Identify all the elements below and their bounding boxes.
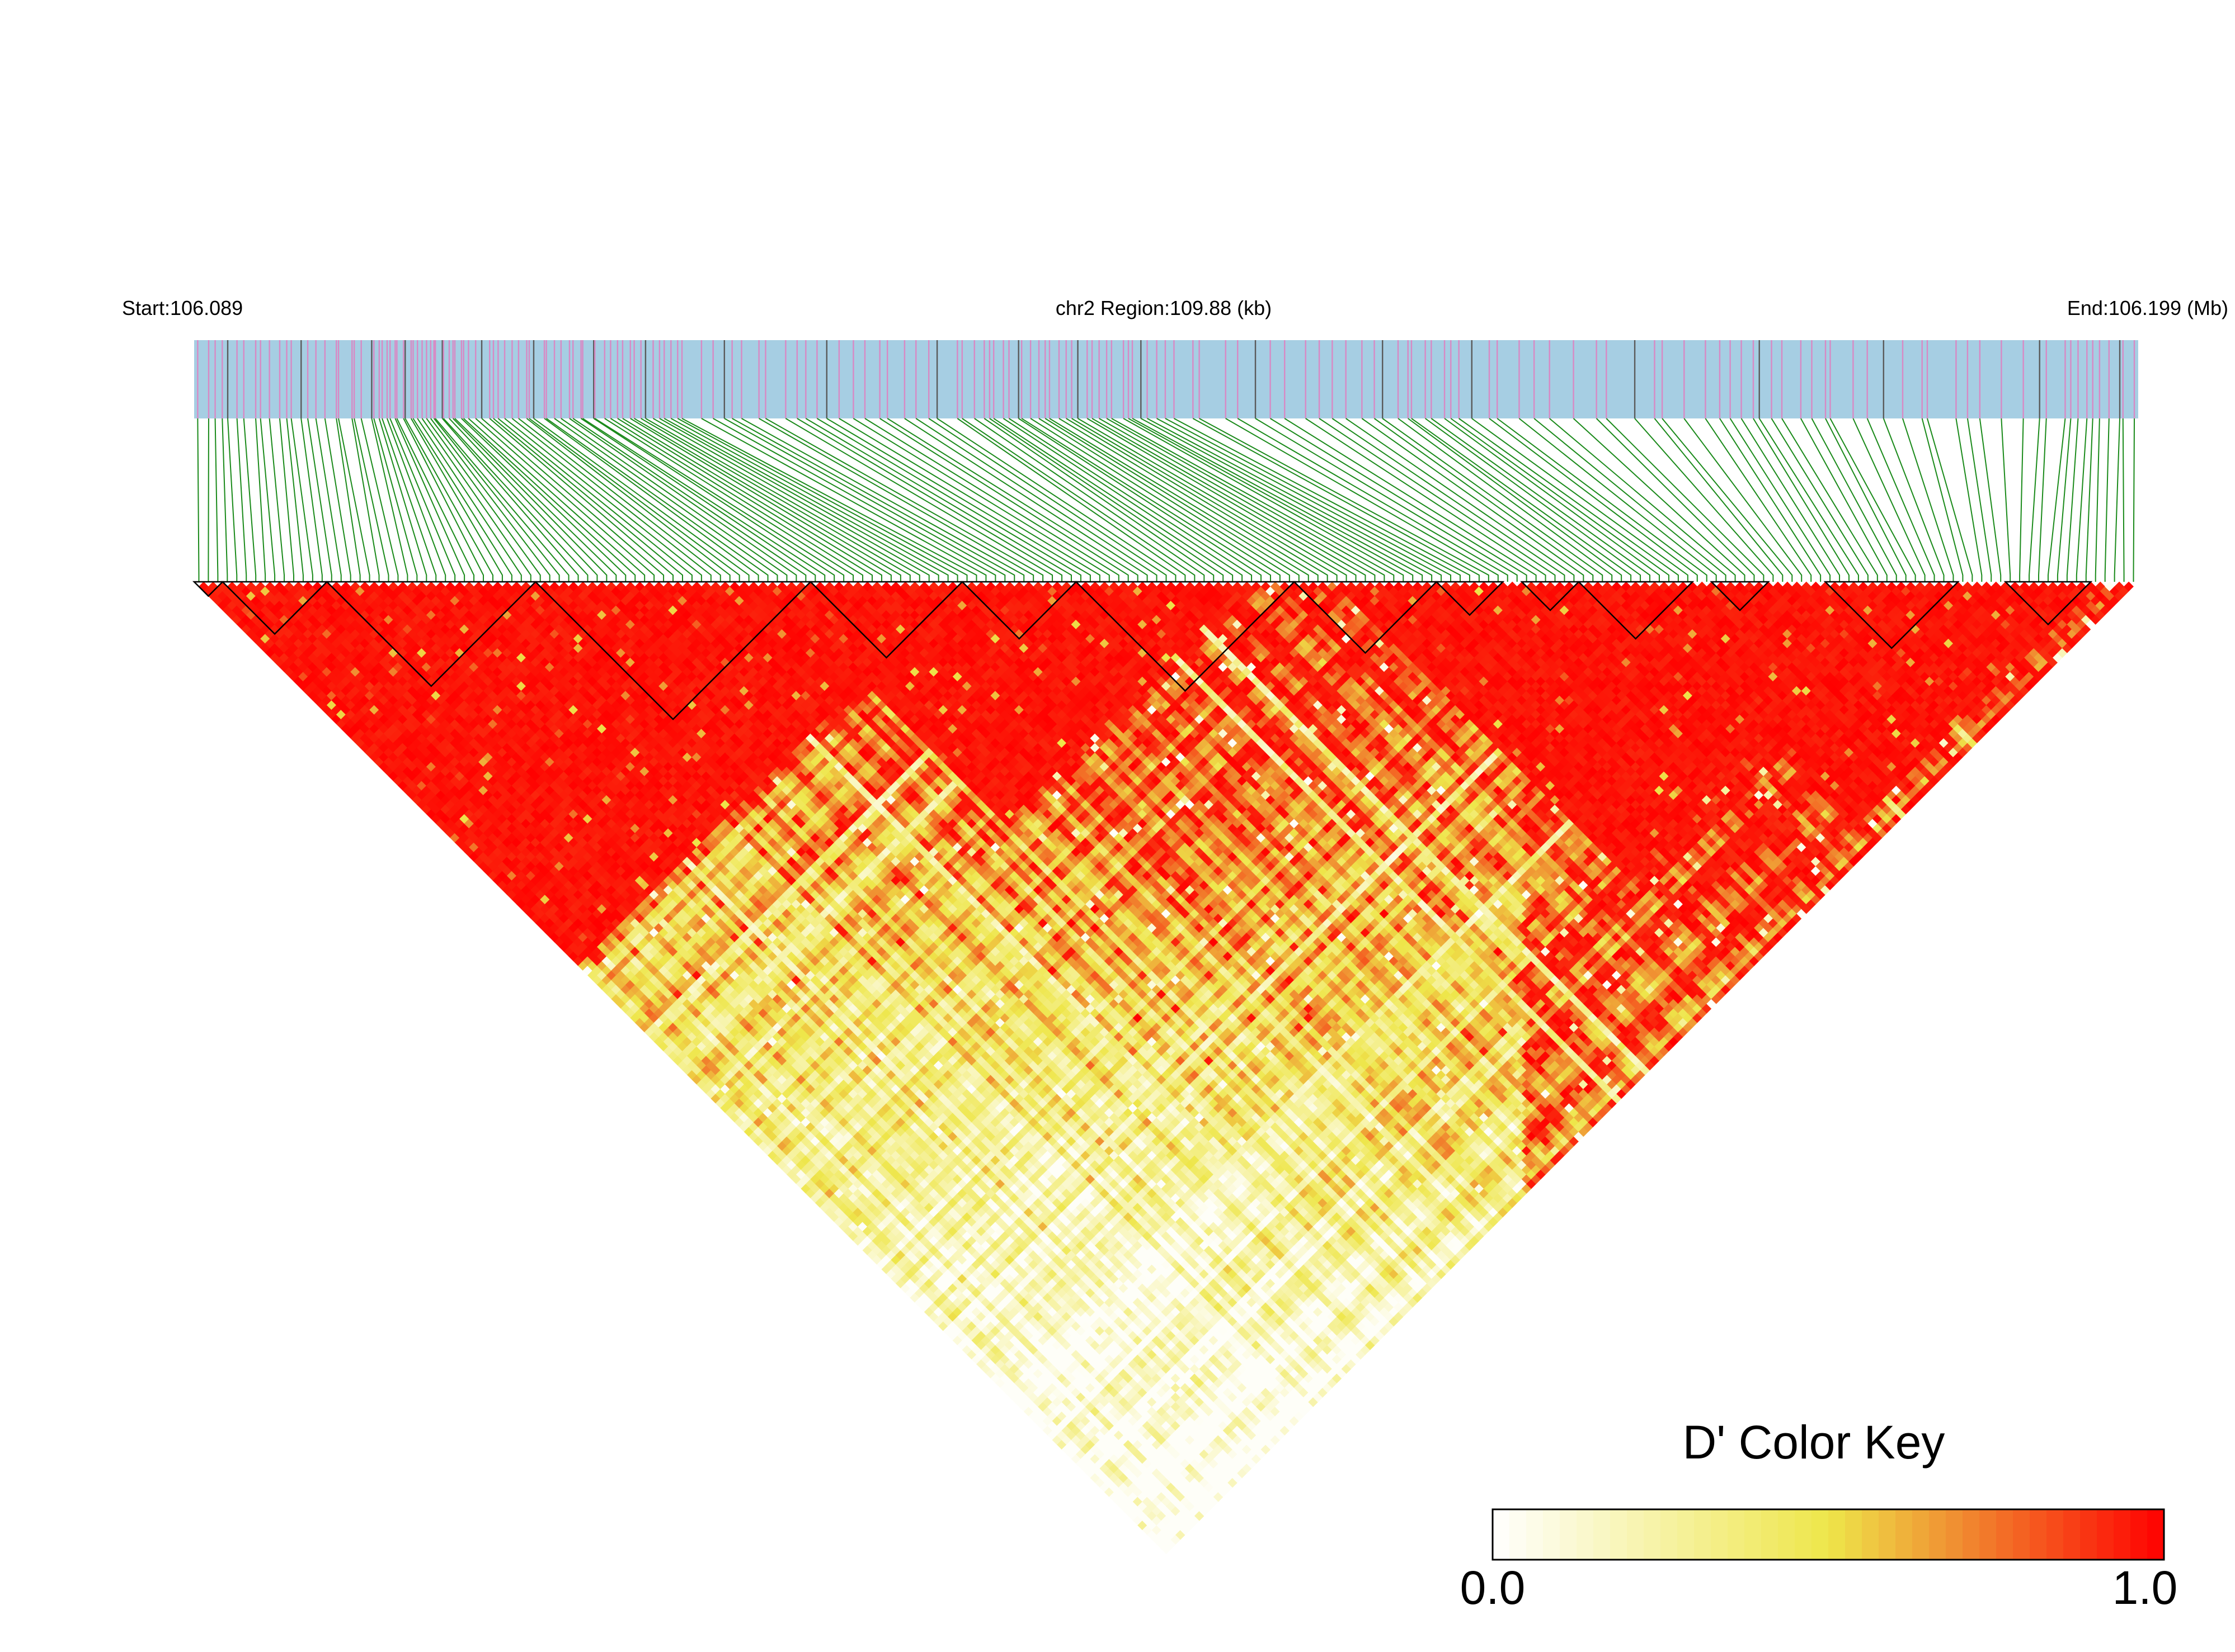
snp-connector [208,418,209,582]
snp-position-track [194,340,2138,418]
